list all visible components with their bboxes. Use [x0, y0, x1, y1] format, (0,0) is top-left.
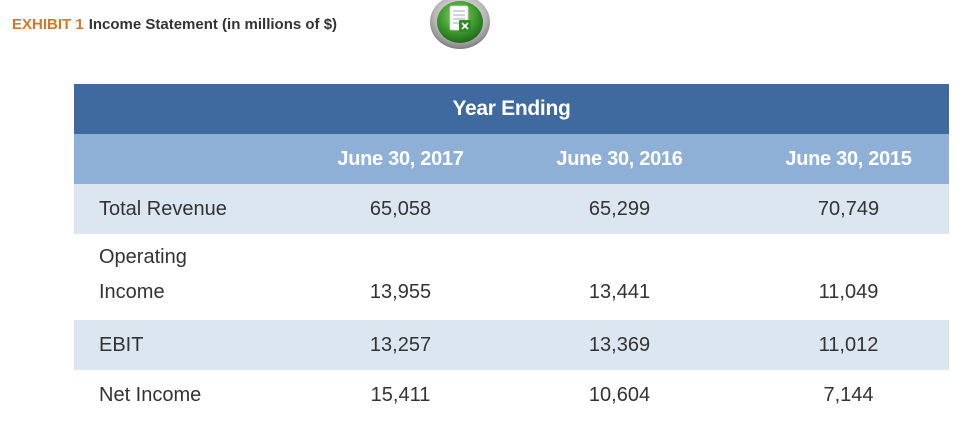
row-label-line: Operating: [99, 246, 187, 268]
table-row: Total Revenue 65,058 65,299 70,749: [74, 184, 949, 234]
row-label: Total Revenue: [99, 197, 227, 220]
table-cell: 11,049: [818, 281, 879, 303]
table-cell: 65,299: [588, 197, 651, 220]
table-cell: 13,441: [588, 281, 651, 303]
exhibit-title: Income Statement (in millions of $): [88, 15, 338, 33]
row-label: Net Income: [99, 383, 202, 406]
table-column-headers: June 30, 2017 June 30, 2016 June 30, 201…: [74, 134, 949, 184]
column-header: June 30, 2015: [785, 147, 912, 170]
table-row: EBIT 13,257 13,369 11,012: [74, 320, 949, 370]
row-label: EBIT: [99, 333, 144, 356]
table-cell: 13,955: [369, 281, 432, 303]
table-cell: 11,012: [818, 333, 879, 356]
column-header: June 30, 2016: [556, 147, 683, 170]
row-label: Operating Income: [74, 240, 310, 310]
table-cell: 7,144: [823, 383, 874, 406]
table-cell: 70,749: [817, 197, 880, 220]
table-cell: 10,604: [588, 383, 651, 406]
table-cell: 15,411: [370, 383, 431, 406]
table-cell: 65,058: [369, 197, 432, 220]
row-label-line: Income: [99, 281, 165, 303]
year-ending-header: Year Ending: [452, 97, 571, 120]
table-cell: 13,257: [369, 333, 432, 356]
table-group-header: Year Ending: [74, 84, 949, 134]
column-header: June 30, 2017: [337, 147, 464, 170]
exhibit-header: EXHIBIT 1 Income Statement (in millions …: [12, 4, 337, 44]
excel-spreadsheet-icon[interactable]: [428, 0, 492, 50]
table-row: Operating Income 13,955 13,441 11,049: [74, 234, 949, 320]
exhibit-label: EXHIBIT 1: [12, 15, 84, 33]
table-cell: 13,369: [588, 333, 651, 356]
income-statement-table: Year Ending June 30, 2017 June 30, 2016 …: [74, 84, 949, 420]
table-row: Net Income 15,411 10,604 7,144: [74, 370, 949, 420]
